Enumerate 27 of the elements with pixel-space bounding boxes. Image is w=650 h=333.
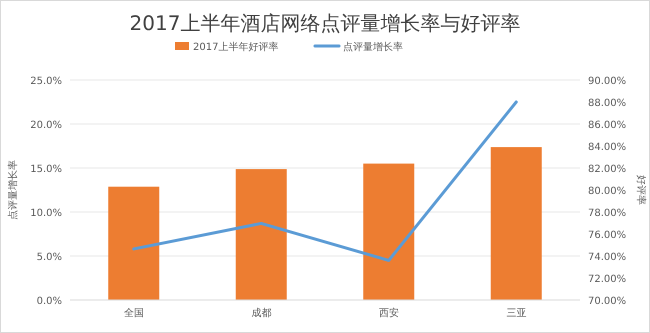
legend-label: 2017上半年好评率 xyxy=(193,41,278,53)
y2-tick-label: 72.00% xyxy=(588,274,626,285)
x-tick-label: 成都 xyxy=(251,307,272,319)
y-tick-label: 20.0% xyxy=(30,120,62,131)
y2-tick-label: 76.00% xyxy=(588,230,626,241)
y2-tick-label: 74.00% xyxy=(588,252,626,263)
x-tick-label: 西安 xyxy=(378,307,399,319)
x-tick-label: 三亚 xyxy=(506,308,526,319)
y-tick-label: 10.0% xyxy=(30,208,62,219)
y2-tick-label: 80.00% xyxy=(588,186,626,197)
legend-label: 点评量增长率 xyxy=(343,41,403,53)
x-tick-label: 全国 xyxy=(124,307,144,319)
y-tick-label: 15.0% xyxy=(30,164,62,175)
line-series xyxy=(132,100,518,262)
y-tick-label: 0.0% xyxy=(36,296,62,307)
y-tick-label: 5.0% xyxy=(36,252,62,263)
y-tick-label: 25.0% xyxy=(30,76,62,87)
y2-axis-title: 好评率 xyxy=(635,175,647,205)
y2-tick-label: 82.00% xyxy=(588,164,626,175)
y-axis-title: 点评量增长率 xyxy=(7,160,19,220)
y2-tick-label: 90.00% xyxy=(588,76,626,87)
y2-tick-label: 70.00% xyxy=(588,296,626,307)
y2-tick-label: 84.00% xyxy=(588,142,626,153)
chart-title: 2017上半年酒店网络点评量增长率与好评率 xyxy=(130,11,520,35)
y2-tick-label: 88.00% xyxy=(588,98,626,109)
y2-tick-label: 78.00% xyxy=(588,208,626,219)
y2-tick-label: 86.00% xyxy=(588,120,626,131)
